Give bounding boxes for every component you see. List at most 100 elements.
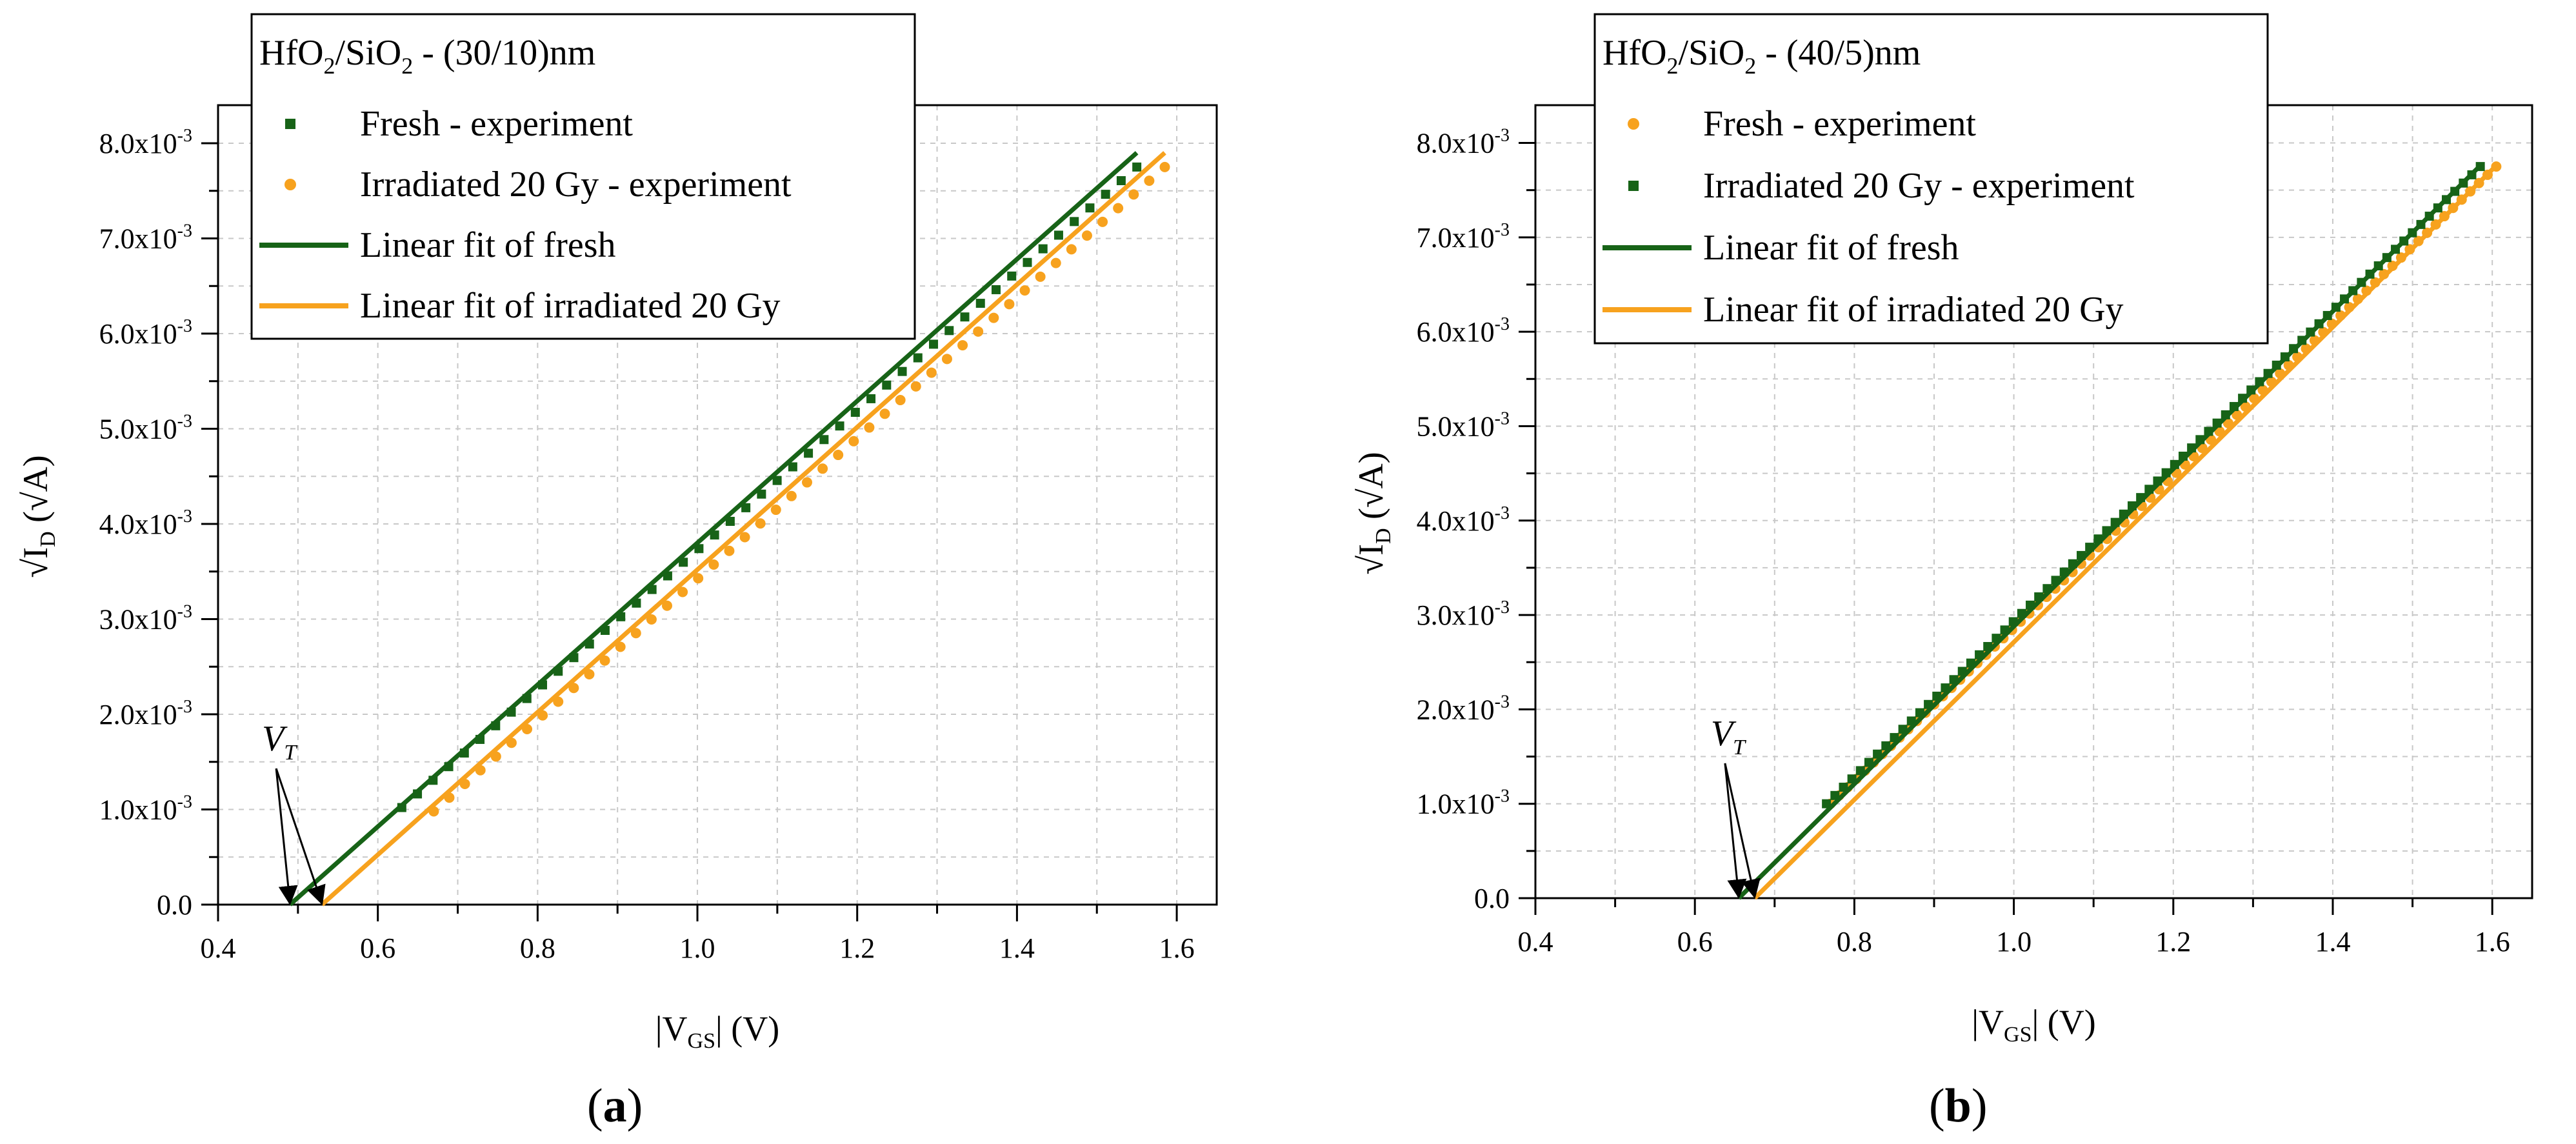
x-tick-label: 0.8 <box>520 932 555 964</box>
data-point <box>973 326 984 337</box>
legend-swatch-circle <box>285 179 296 190</box>
data-point <box>819 435 829 445</box>
data-point <box>755 518 766 529</box>
y-tick-label: 4.0x10-3 <box>1417 503 1510 537</box>
y-tick-label: 1.0x10-3 <box>99 792 192 826</box>
x-tick-label: 0.4 <box>201 932 236 964</box>
data-point <box>1097 216 1108 227</box>
data-point <box>1113 203 1124 214</box>
data-point <box>1007 271 1017 281</box>
data-point <box>882 380 892 390</box>
y-tick-label: 0.0 <box>157 889 192 921</box>
legend-box <box>250 13 916 340</box>
panel-label-b: (b) <box>1929 1079 1988 1132</box>
data-point <box>584 668 595 679</box>
series-0 <box>397 162 1142 812</box>
data-point <box>895 395 906 406</box>
data-point <box>1822 799 1832 808</box>
data-point <box>725 517 735 527</box>
ticks <box>1519 142 2493 915</box>
data-point <box>1023 257 1032 267</box>
vt-arrow <box>1724 763 1747 899</box>
data-point <box>1050 257 1061 268</box>
data-point <box>772 476 782 485</box>
data-point <box>835 421 844 431</box>
data-point <box>910 381 921 392</box>
data-point <box>975 299 985 308</box>
y-tick-label: 0.0 <box>1474 883 1510 914</box>
x-tick-label: 0.4 <box>1518 926 1553 958</box>
legend: HfO2/SiO2 - (40/5)nm Fresh - experiment Ir… <box>1593 13 2269 345</box>
data-point <box>710 530 719 540</box>
y-tick-label: 8.0x10-3 <box>99 126 192 159</box>
legend: HfO2/SiO2 - (30/10)nm Fresh - experiment I… <box>250 13 916 340</box>
data-point <box>941 354 952 365</box>
data-point <box>741 503 751 512</box>
legend-swatch-square <box>285 119 295 129</box>
legend-box <box>1593 13 2269 345</box>
data-point <box>801 477 812 488</box>
data-point <box>1144 176 1155 186</box>
chart-panel-a: 0.4 0.6 0.8 1.0 1.2 1.4 1.6 0.0 1.0x10-3 2.0x10-3… <box>16 13 1218 1053</box>
vt-arrow <box>1724 763 1761 899</box>
series-1 <box>428 161 1170 817</box>
data-point <box>770 505 781 516</box>
y-tick-label: 6.0x10-3 <box>1417 314 1510 348</box>
legend-entry-label: Linear fit of fresh <box>1703 228 1959 268</box>
x-tick-label: 1.6 <box>1159 932 1195 964</box>
data-point <box>926 367 937 378</box>
data-point <box>1004 299 1015 310</box>
y-tick-label: 6.0x10-3 <box>99 316 192 350</box>
series-2 <box>1737 164 2482 900</box>
data-point <box>662 600 673 611</box>
x-tick-label: 1.0 <box>1996 926 2032 958</box>
legend-entry-label: Fresh - experiment <box>1703 104 1976 144</box>
data-point <box>1019 285 1030 296</box>
x-axis-label: |VGS| (V) <box>655 1009 780 1053</box>
chart-panel-b: 0.4 0.6 0.8 1.0 1.2 1.4 1.6 0.0 1.0x10-3 2.0x10-3… <box>1352 13 2533 1047</box>
x-tick-label: 1.2 <box>839 932 875 964</box>
data-point <box>693 573 704 584</box>
data-point <box>1128 189 1139 200</box>
legend-entry-label: Linear fit of fresh <box>360 225 615 265</box>
data-point <box>1116 176 1126 185</box>
series-3 <box>320 151 1166 907</box>
data-point <box>1066 244 1077 255</box>
data-point <box>646 614 657 625</box>
data-point <box>879 408 890 419</box>
y-tick-label: 2.0x10-3 <box>1417 692 1510 725</box>
legend-entry-label: Linear fit of irradiated 20 Gy <box>360 286 781 326</box>
y-tick-label: 7.0x10-3 <box>99 221 192 255</box>
vt-arrow <box>275 768 326 905</box>
x-tick-label: 1.4 <box>2315 926 2351 958</box>
legend-entry-label: Irradiated 20 Gy - experiment <box>360 165 792 205</box>
fit-line <box>1737 164 2482 900</box>
legend-entry-label: Linear fit of irradiated 20 Gy <box>1703 290 2124 330</box>
data-point <box>1159 161 1170 172</box>
y-axis-label: √ID (√A) <box>1352 452 1395 574</box>
data-point <box>1101 190 1110 199</box>
data-point <box>1081 230 1092 241</box>
data-point <box>708 559 719 570</box>
y-axis-label: √ID (√A) <box>16 455 60 577</box>
y-tick-label: 1.0x10-3 <box>1417 787 1510 820</box>
data-point <box>1132 162 1142 172</box>
data-point <box>677 587 688 597</box>
legend-title: HfO2/SiO2 - (40/5)nm <box>1603 33 1921 79</box>
panel-label-a: (a) <box>587 1079 643 1132</box>
legend-swatch-circle <box>1628 118 1639 130</box>
x-tick-label: 1.0 <box>680 932 715 964</box>
data-point <box>866 394 876 403</box>
data-point <box>1035 271 1046 282</box>
fit-line <box>288 151 1139 907</box>
y-tick-label: 5.0x10-3 <box>99 412 192 445</box>
vt-annotation: VT <box>262 719 297 765</box>
data-point <box>615 641 626 652</box>
data-point <box>788 462 797 472</box>
fit-line <box>320 151 1166 907</box>
y-tick-label: 5.0x10-3 <box>1417 408 1510 442</box>
series-2 <box>288 151 1139 907</box>
data-point <box>991 285 1001 294</box>
x-tick-label: 1.6 <box>2475 926 2510 958</box>
x-tick-label: 0.6 <box>1677 926 1713 958</box>
